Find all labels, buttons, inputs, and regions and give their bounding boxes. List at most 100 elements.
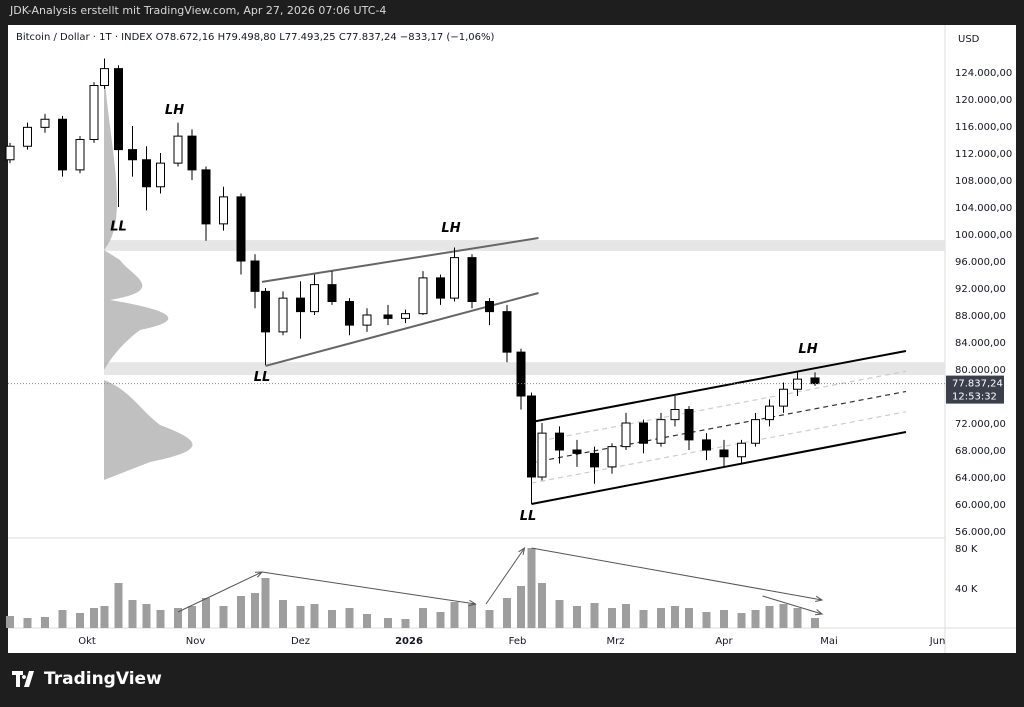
candle-body xyxy=(418,277,428,315)
pattern-label: LH xyxy=(798,342,817,357)
candle-body xyxy=(296,297,305,313)
price-tick: 84.000,00 xyxy=(955,338,1006,349)
time-tick: Nov xyxy=(186,636,206,647)
price-tick: 60.000,00 xyxy=(955,500,1006,511)
candle-body xyxy=(607,446,617,468)
candle-body xyxy=(670,409,680,421)
attribution: JDK-Analysis erstellt mit TradingView.co… xyxy=(10,4,387,17)
price-tick: 68.000,00 xyxy=(955,446,1006,457)
volume-bar xyxy=(657,608,665,628)
last-price-badge xyxy=(946,375,1004,404)
candle-body xyxy=(58,118,67,171)
volume-bar xyxy=(261,578,270,628)
candle-body xyxy=(310,284,319,313)
price-tick: 88.000,00 xyxy=(955,311,1006,322)
candle-body xyxy=(621,422,631,448)
volume-bar xyxy=(573,606,581,628)
candle-body xyxy=(401,313,410,319)
candle-body xyxy=(737,442,746,458)
candle-body xyxy=(5,145,15,161)
candle-body xyxy=(345,301,354,326)
trendline xyxy=(531,411,907,484)
candle-body xyxy=(156,162,165,188)
last-price-value: 77.837,24 xyxy=(952,379,1003,390)
volume-bar xyxy=(90,608,98,628)
pattern-label: LL xyxy=(110,220,127,235)
volume-bar xyxy=(538,583,546,628)
volume-bar xyxy=(174,608,182,628)
volume-bar xyxy=(419,608,427,628)
trendline xyxy=(531,390,907,464)
candle-body xyxy=(590,452,599,468)
volume-bar xyxy=(251,593,259,628)
price-tick: 56.000,00 xyxy=(955,527,1006,538)
candle-body xyxy=(89,85,99,140)
pattern-label: LH xyxy=(441,221,460,236)
candle-body xyxy=(527,395,536,478)
price-tick: 64.000,00 xyxy=(955,473,1006,484)
chart-panel[interactable] xyxy=(8,25,1016,653)
volume-bar xyxy=(58,610,67,628)
volume-tick: 80 K xyxy=(955,544,978,555)
volume-bar xyxy=(751,610,760,628)
volume-bar xyxy=(310,604,319,628)
candle-body xyxy=(485,301,494,313)
candle-body xyxy=(810,377,820,385)
candle-body xyxy=(684,409,694,441)
arrow-head xyxy=(518,546,526,555)
volume-bar xyxy=(450,602,459,628)
volume-bar xyxy=(671,606,679,628)
candle-body xyxy=(219,196,228,225)
volume-bar xyxy=(608,608,616,628)
volume-bar xyxy=(639,610,648,628)
time-tick: Dez xyxy=(291,636,310,647)
volume-bar xyxy=(793,608,802,628)
volume-bar xyxy=(702,612,711,628)
volume-bar xyxy=(100,606,109,628)
pattern-label: LH xyxy=(165,103,184,118)
volume-bar xyxy=(202,598,210,628)
time-tick: Mai xyxy=(820,636,838,647)
price-tick: 108.000,00 xyxy=(955,176,1012,187)
volume-bar xyxy=(779,604,788,628)
volume-bar xyxy=(188,606,196,628)
price-tick: 80.000,00 xyxy=(955,365,1006,376)
time-tick: Apr xyxy=(715,636,733,647)
price-tick: 124.000,00 xyxy=(955,68,1012,79)
time-tick: 2026 xyxy=(395,636,423,647)
candle-body xyxy=(100,68,109,86)
volume-bar xyxy=(41,617,49,628)
candle-body xyxy=(278,297,288,333)
candle-body xyxy=(40,118,50,128)
candle-body xyxy=(450,257,459,299)
volume-bar xyxy=(384,618,392,628)
arrow-head xyxy=(814,609,824,616)
volume-arrow xyxy=(177,571,263,613)
volume-bar xyxy=(555,600,564,628)
volume-bar xyxy=(622,604,630,628)
price-tick: 112.000,00 xyxy=(955,149,1012,160)
volume-arrow xyxy=(261,571,476,605)
candle-body xyxy=(187,135,197,171)
volume-bar xyxy=(142,604,151,628)
candle-body xyxy=(502,311,512,353)
tradingview-logo[interactable]: TradingView xyxy=(12,669,162,689)
candle-body xyxy=(656,419,666,444)
volume-bar xyxy=(436,612,445,628)
volume-bar xyxy=(6,616,14,628)
candle-body xyxy=(114,68,123,151)
candle-body xyxy=(201,169,211,225)
volume-profile xyxy=(104,70,193,500)
trendline xyxy=(531,430,907,505)
candle-body xyxy=(467,257,477,302)
pattern-label: LL xyxy=(520,509,537,524)
countdown: 12:53:32 xyxy=(952,392,997,403)
volume-bar xyxy=(468,604,476,628)
candle-body xyxy=(75,139,85,171)
candle-body xyxy=(555,432,564,451)
volume-arrow xyxy=(485,547,525,605)
pattern-label: LL xyxy=(254,370,271,385)
candle-body xyxy=(537,432,547,478)
time-tick: Mrz xyxy=(607,636,625,647)
